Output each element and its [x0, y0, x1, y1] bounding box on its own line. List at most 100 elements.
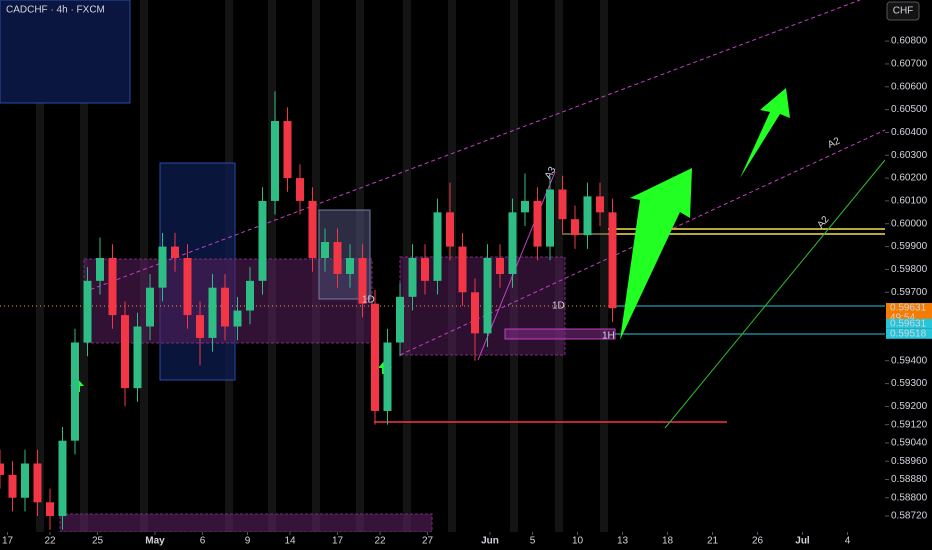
candle-body [583, 196, 592, 236]
candle-body [108, 258, 117, 316]
candle-body [46, 502, 54, 517]
y-tick-label: 0.59900 [891, 241, 928, 252]
candle-body [433, 212, 442, 281]
x-tick-label: 25 [92, 536, 104, 547]
y-tick-label: 0.59120 [891, 419, 928, 430]
candle-body [421, 258, 429, 281]
y-tick-label: 0.59700 [891, 287, 928, 298]
annotation: A2 [826, 135, 842, 150]
annotation: 1D [552, 301, 565, 312]
x-tick-label: 18 [662, 536, 674, 547]
candle-body [233, 310, 242, 327]
countdown-bg [886, 313, 932, 324]
candle-body [446, 212, 454, 247]
candle-body [408, 258, 417, 297]
trend-line [664, 159, 886, 429]
zone-box [0, 0, 131, 104]
y-tick-label: 0.60600 [891, 81, 928, 92]
y-tick-label: 0.60100 [891, 196, 928, 207]
y-tick-label: 0.60400 [891, 127, 928, 138]
candle-body [221, 287, 229, 327]
candle-body [558, 189, 567, 220]
y-tick-label: 0.60500 [891, 104, 928, 115]
candle-body [508, 212, 517, 274]
price-tag-label: 0.59631 [890, 303, 927, 314]
x-tick-label: 22 [374, 536, 386, 547]
candle-body [271, 121, 279, 201]
candle-body [183, 258, 192, 316]
candle-body [21, 463, 29, 498]
candle-body [83, 280, 92, 343]
x-tick-label: 14 [284, 536, 296, 547]
annotation: A3 [543, 165, 559, 181]
candle-body [546, 189, 554, 247]
candle-body [383, 342, 392, 411]
x-tick-label: 22 [44, 536, 56, 547]
candle-body [321, 242, 329, 259]
candle-body [296, 178, 304, 201]
candles [0, 91, 617, 530]
candle-body [0, 463, 4, 475]
x-tick-label: 10 [572, 536, 584, 547]
y-tick-label: 0.60700 [891, 59, 928, 70]
y-tick-label: 0.59400 [891, 355, 928, 366]
x-tick-label: 21 [707, 536, 719, 547]
x-tick-label: 4 [845, 536, 851, 547]
y-tick-label: 0.60300 [891, 150, 928, 161]
candle-body [608, 212, 617, 309]
candle-body [208, 287, 217, 338]
candle-body [283, 121, 292, 179]
price-tag [886, 328, 932, 339]
y-tick-label: 0.59300 [891, 378, 928, 389]
candle-body [258, 200, 267, 281]
x-tick-label: 9 [245, 536, 251, 547]
candle-body [133, 326, 142, 389]
x-tick-label: 17 [332, 536, 344, 547]
x-tick-label: 5 [530, 536, 536, 547]
candle-body [396, 296, 404, 343]
countdown: 49:54 [890, 313, 915, 324]
candle-body [308, 200, 317, 259]
candle-body [496, 258, 504, 274]
candle-body [483, 258, 492, 334]
channel-line [83, 0, 861, 293]
axes: 0.60800 0.60700 0.60600 0.60500 0.60400 0.603… [2, 36, 932, 547]
y-tick-label: 0.58880 [891, 474, 928, 485]
arrow [620, 168, 692, 340]
candle-body [571, 219, 579, 236]
y-tick-label: 0.60800 [891, 36, 928, 47]
y-tick-label: 0.60000 [891, 218, 928, 229]
y-tick-label: 0.60200 [891, 173, 928, 184]
candle-body [121, 315, 129, 389]
arrow [740, 88, 790, 178]
candle-body [146, 287, 154, 327]
price-tag-label: 0.59631 [890, 318, 927, 329]
currency-label[interactable]: CHF [893, 6, 914, 17]
price-tag-label: 0.59518 [890, 328, 927, 339]
candle-body [8, 474, 17, 498]
candle-body [471, 292, 479, 334]
zone-box [504, 328, 616, 340]
x-tick-label: 13 [617, 536, 629, 547]
candle-body [333, 242, 342, 274]
x-tick-label: 26 [752, 536, 764, 547]
annotation: 1D [362, 295, 375, 306]
candle-body [596, 196, 604, 213]
candle-body [96, 258, 104, 281]
x-tick-label: Jul [795, 536, 810, 547]
candle-body [458, 246, 467, 293]
zone-box [59, 513, 433, 533]
annotation: 1H [602, 331, 615, 342]
candle-body [158, 246, 167, 288]
currency-button[interactable] [886, 1, 920, 21]
candle-body [533, 200, 542, 247]
time-axis [0, 532, 885, 550]
price-axis [885, 0, 932, 550]
candle-body [371, 303, 379, 411]
x-tick-label: 6 [200, 536, 206, 547]
candle-body [71, 342, 79, 441]
y-tick-label: 0.58800 [891, 492, 928, 503]
candle-body [521, 200, 529, 213]
x-tick-label: Jun [481, 536, 499, 547]
